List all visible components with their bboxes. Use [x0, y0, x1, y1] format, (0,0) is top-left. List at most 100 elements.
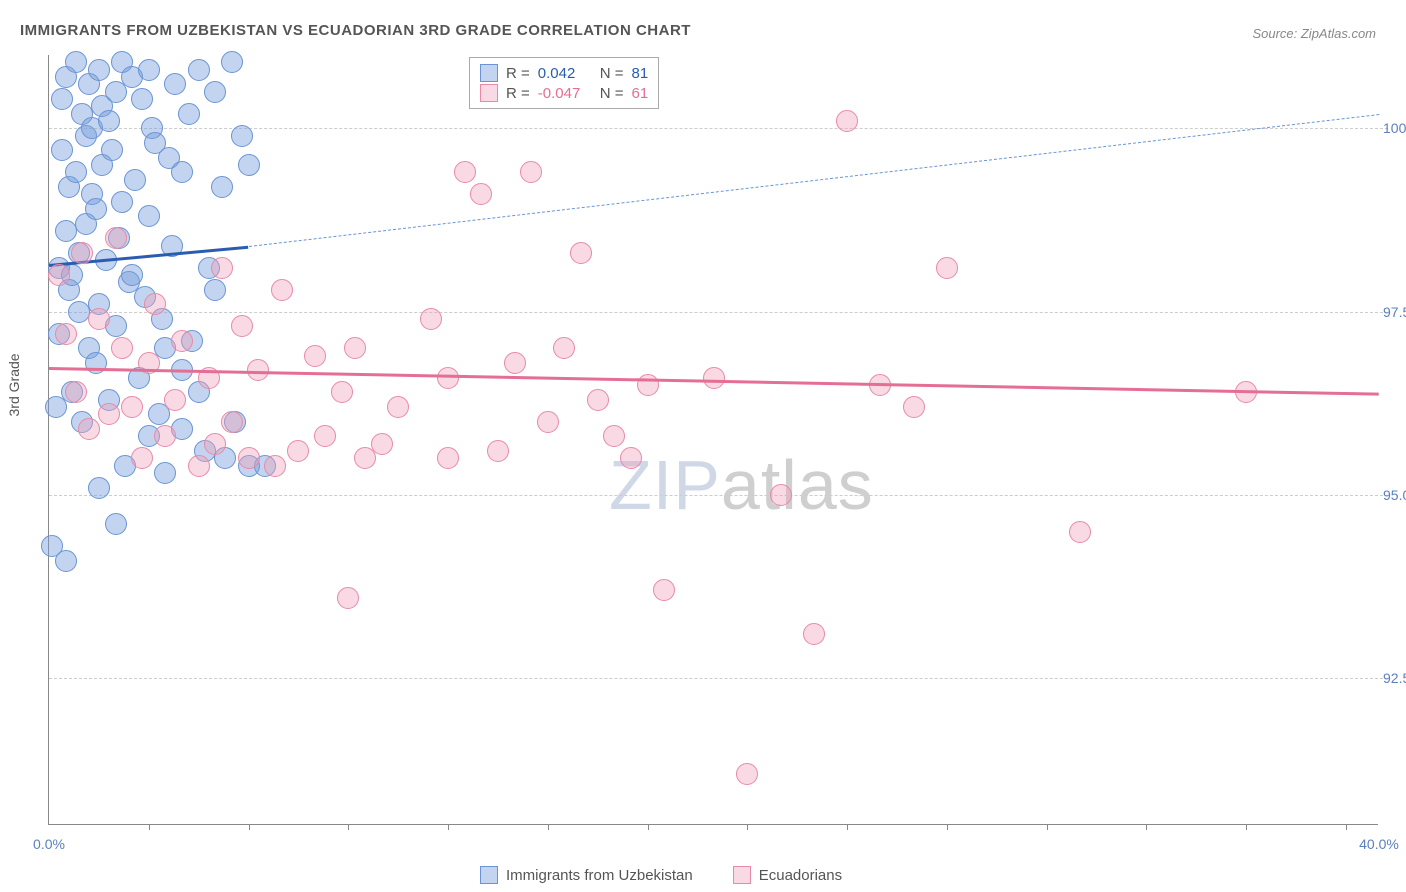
gridline	[49, 312, 1388, 313]
data-point	[78, 418, 100, 440]
stats-row: R =0.042N =81	[480, 64, 648, 82]
data-point	[154, 462, 176, 484]
legend-swatch	[480, 64, 498, 82]
xtick	[149, 824, 150, 830]
data-point	[387, 396, 409, 418]
xtick	[1346, 824, 1347, 830]
data-point	[68, 301, 90, 323]
data-point	[437, 447, 459, 469]
data-point	[164, 73, 186, 95]
data-point	[221, 51, 243, 73]
data-point	[48, 264, 70, 286]
ytick-label: 95.0%	[1383, 487, 1406, 503]
xtick	[1047, 824, 1048, 830]
data-point	[504, 352, 526, 374]
watermark-thin: atlas	[721, 446, 874, 524]
data-point	[171, 330, 193, 352]
data-point	[770, 484, 792, 506]
chart-title: IMMIGRANTS FROM UZBEKISTAN VS ECUADORIAN…	[20, 22, 691, 39]
data-point	[520, 161, 542, 183]
data-point	[231, 125, 253, 147]
xtick	[747, 824, 748, 830]
data-point	[101, 139, 123, 161]
data-point	[171, 161, 193, 183]
data-point	[105, 227, 127, 249]
data-point	[71, 242, 93, 264]
xtick	[448, 824, 449, 830]
data-point	[703, 367, 725, 389]
data-point	[111, 191, 133, 213]
data-point	[204, 81, 226, 103]
legend-label: Immigrants from Uzbekistan	[506, 867, 693, 884]
data-point	[154, 425, 176, 447]
data-point	[371, 433, 393, 455]
legend-swatch	[733, 866, 751, 884]
y-axis-label: 3rd Grade	[6, 353, 22, 416]
gridline	[49, 495, 1388, 496]
data-point	[903, 396, 925, 418]
data-point	[121, 396, 143, 418]
xtick-label: 40.0%	[1359, 836, 1399, 852]
stat-r-label: R =	[506, 85, 530, 102]
data-point	[65, 161, 87, 183]
xtick-label: 0.0%	[33, 836, 65, 852]
data-point	[314, 425, 336, 447]
data-point	[55, 323, 77, 345]
data-point	[131, 88, 153, 110]
data-point	[337, 587, 359, 609]
data-point	[271, 279, 293, 301]
data-point	[211, 176, 233, 198]
legend-item: Ecuadorians	[733, 866, 842, 884]
data-point	[304, 345, 326, 367]
legend-swatch	[480, 84, 498, 102]
data-point	[138, 205, 160, 227]
data-point	[98, 403, 120, 425]
stat-n-value: 81	[632, 65, 649, 82]
data-point	[537, 411, 559, 433]
data-point	[620, 447, 642, 469]
data-point	[736, 763, 758, 785]
data-point	[188, 59, 210, 81]
data-point	[264, 455, 286, 477]
chart-source: Source: ZipAtlas.com	[1252, 26, 1376, 41]
data-point	[65, 51, 87, 73]
data-point	[238, 154, 260, 176]
stat-n-label: N =	[600, 85, 624, 102]
watermark: ZIPatlas	[609, 445, 874, 525]
data-point	[55, 220, 77, 242]
xtick	[1146, 824, 1147, 830]
data-point	[51, 139, 73, 161]
data-point	[221, 411, 243, 433]
plot-area: ZIPatlas R =0.042N =81R =-0.047N =61 92.…	[48, 55, 1378, 825]
data-point	[470, 183, 492, 205]
data-point	[637, 374, 659, 396]
stats-legend-box: R =0.042N =81R =-0.047N =61	[469, 57, 659, 109]
stat-r-label: R =	[506, 65, 530, 82]
data-point	[287, 440, 309, 462]
data-point	[204, 279, 226, 301]
data-point	[178, 103, 200, 125]
legend-label: Ecuadorians	[759, 867, 842, 884]
data-point	[553, 337, 575, 359]
data-point	[231, 315, 253, 337]
xtick	[947, 824, 948, 830]
data-point	[204, 433, 226, 455]
data-point	[88, 308, 110, 330]
data-point	[454, 161, 476, 183]
data-point	[420, 308, 442, 330]
data-point	[188, 455, 210, 477]
data-point	[653, 579, 675, 601]
xtick	[348, 824, 349, 830]
data-point	[836, 110, 858, 132]
data-point	[570, 242, 592, 264]
data-point	[88, 59, 110, 81]
data-point	[803, 623, 825, 645]
xtick	[847, 824, 848, 830]
legend-item: Immigrants from Uzbekistan	[480, 866, 693, 884]
stat-r-value: -0.047	[538, 85, 592, 102]
xtick	[548, 824, 549, 830]
data-point	[65, 381, 87, 403]
data-point	[144, 293, 166, 315]
data-point	[344, 337, 366, 359]
data-point	[131, 447, 153, 469]
